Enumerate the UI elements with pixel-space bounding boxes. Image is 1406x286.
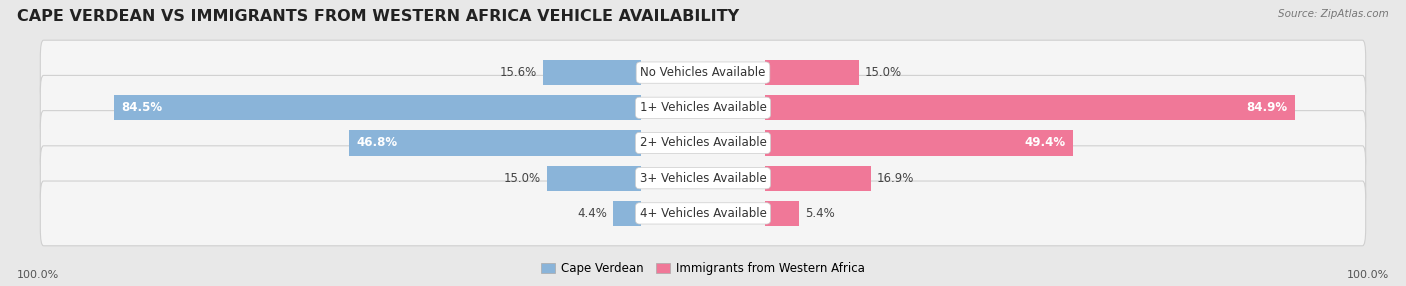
- Text: 2+ Vehicles Available: 2+ Vehicles Available: [640, 136, 766, 150]
- Text: 84.9%: 84.9%: [1246, 101, 1286, 114]
- Text: 15.6%: 15.6%: [501, 66, 537, 79]
- FancyBboxPatch shape: [41, 76, 1365, 140]
- Text: 15.0%: 15.0%: [503, 172, 541, 185]
- Bar: [765, 130, 1073, 156]
- Text: 15.0%: 15.0%: [865, 66, 903, 79]
- Bar: [114, 95, 641, 120]
- Bar: [547, 166, 641, 191]
- Text: 1+ Vehicles Available: 1+ Vehicles Available: [640, 101, 766, 114]
- FancyBboxPatch shape: [41, 146, 1365, 210]
- Bar: [765, 201, 799, 226]
- Text: No Vehicles Available: No Vehicles Available: [640, 66, 766, 79]
- Text: 4+ Vehicles Available: 4+ Vehicles Available: [640, 207, 766, 220]
- Text: 3+ Vehicles Available: 3+ Vehicles Available: [640, 172, 766, 185]
- FancyBboxPatch shape: [41, 40, 1365, 105]
- Text: CAPE VERDEAN VS IMMIGRANTS FROM WESTERN AFRICA VEHICLE AVAILABILITY: CAPE VERDEAN VS IMMIGRANTS FROM WESTERN …: [17, 9, 740, 23]
- Text: 46.8%: 46.8%: [356, 136, 398, 150]
- Text: 49.4%: 49.4%: [1025, 136, 1066, 150]
- FancyBboxPatch shape: [41, 111, 1365, 175]
- Bar: [765, 95, 1295, 120]
- Bar: [765, 60, 859, 85]
- Text: 4.4%: 4.4%: [576, 207, 607, 220]
- Text: 16.9%: 16.9%: [877, 172, 914, 185]
- Text: Source: ZipAtlas.com: Source: ZipAtlas.com: [1278, 9, 1389, 19]
- Bar: [543, 60, 641, 85]
- Bar: [765, 166, 870, 191]
- Text: 100.0%: 100.0%: [1347, 270, 1389, 280]
- Text: 100.0%: 100.0%: [17, 270, 59, 280]
- Text: 84.5%: 84.5%: [121, 101, 163, 114]
- Legend: Cape Verdean, Immigrants from Western Africa: Cape Verdean, Immigrants from Western Af…: [537, 258, 869, 280]
- FancyBboxPatch shape: [41, 181, 1365, 246]
- Text: 5.4%: 5.4%: [806, 207, 835, 220]
- Bar: [349, 130, 641, 156]
- Bar: [613, 201, 641, 226]
